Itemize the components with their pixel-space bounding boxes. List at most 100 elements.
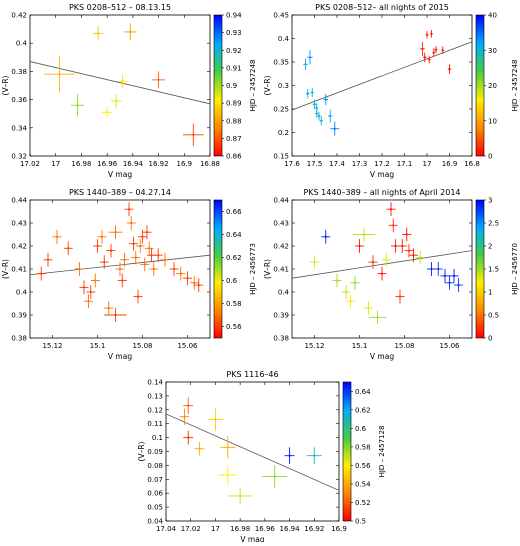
x-tick-label: 16.98 <box>71 160 91 168</box>
data-point <box>310 87 315 98</box>
chart-title: PKS 1440–389 – 04.27.14 <box>69 188 171 197</box>
data-point <box>433 262 443 276</box>
colorbar-label: HJD – 2456770 <box>511 243 519 295</box>
data-marker <box>311 91 314 94</box>
data-point <box>395 289 405 304</box>
data-point <box>377 266 387 281</box>
data-marker <box>118 267 122 271</box>
data-point <box>415 250 425 265</box>
plot-frame <box>291 14 473 157</box>
data-point <box>99 255 109 269</box>
data-marker <box>198 447 201 450</box>
data-point <box>129 236 138 251</box>
data-point <box>305 88 310 99</box>
data-marker <box>273 475 276 478</box>
x-tick-label: 15.08 <box>132 342 152 350</box>
y-tick-label: 0.39 <box>11 312 27 320</box>
data-marker <box>157 254 160 257</box>
data-marker <box>329 114 332 118</box>
data-point <box>153 248 163 263</box>
data-marker <box>333 127 336 130</box>
data-marker <box>457 284 460 287</box>
colorbar-tick-label: 0.91 <box>226 64 242 72</box>
data-marker <box>448 281 451 284</box>
data-point <box>352 227 376 242</box>
data-marker <box>197 284 200 287</box>
data-marker <box>430 32 433 35</box>
data-marker <box>353 281 357 284</box>
y-tick-label: 0.25 <box>273 106 289 114</box>
data-point <box>194 278 204 292</box>
data-marker <box>157 78 160 81</box>
data-marker <box>148 247 151 250</box>
x-tick-label: 16.98 <box>230 525 250 533</box>
y-tick-label: 0.05 <box>147 504 163 512</box>
x-tick-label: 17.3 <box>352 160 368 168</box>
data-point <box>111 93 122 109</box>
colorbar-tick-label: 0.52 <box>355 499 371 507</box>
colorbar-tick-label: 0.58 <box>226 300 242 308</box>
data-point <box>422 52 427 62</box>
y-tick-label: 0.4 <box>16 289 28 297</box>
data-marker <box>94 279 97 282</box>
data-point <box>303 58 308 70</box>
data-point <box>332 273 342 288</box>
x-tick-label: 16.96 <box>255 525 276 533</box>
colorbar-tick-label: 0.6 <box>355 425 367 433</box>
colorbar-tick-label: 3 <box>488 197 492 205</box>
x-tick-label: 17.5 <box>307 160 323 168</box>
y-tick-label: 0.08 <box>147 462 163 470</box>
data-point <box>194 441 205 456</box>
chart-title: PKS 1440–389 – all nights of April 2014 <box>303 188 460 197</box>
data-marker <box>425 33 429 36</box>
data-point <box>176 266 186 281</box>
y-tick-label: 0.06 <box>147 490 163 498</box>
y-tick-label: 0.42 <box>11 12 27 20</box>
data-point <box>321 229 331 244</box>
y-tick-label: 0.42 <box>11 243 27 251</box>
data-marker <box>186 277 189 280</box>
data-point <box>75 262 84 276</box>
data-marker <box>371 261 375 264</box>
data-marker <box>315 106 318 110</box>
data-point <box>133 289 143 304</box>
data-marker <box>172 267 176 271</box>
y-tick-label: 0.43 <box>273 220 289 228</box>
y-tick-label: 0.4 <box>278 35 290 43</box>
y-tick-label: 0.3 <box>278 82 289 90</box>
data-marker <box>367 307 370 310</box>
data-point <box>310 255 319 269</box>
x-tick-label: 15.1 <box>352 342 368 350</box>
data-point <box>115 262 125 276</box>
data-marker <box>163 258 167 261</box>
data-point <box>117 74 128 89</box>
data-point <box>183 271 192 286</box>
data-marker <box>358 244 361 248</box>
data-marker <box>121 279 124 282</box>
y-tick-label: 0.45 <box>273 12 289 20</box>
data-point <box>386 202 396 217</box>
data-marker <box>96 244 99 248</box>
y-tick-label: 0.14 <box>147 379 163 387</box>
data-point <box>183 123 204 147</box>
y-axis-label: (V–R) <box>263 259 272 279</box>
data-marker <box>82 286 86 289</box>
data-marker <box>226 446 229 449</box>
fit-line <box>292 250 472 279</box>
colorbar-tick-label: 0.89 <box>226 100 242 108</box>
colorbar-tick-label: 1 <box>488 289 492 297</box>
data-point <box>183 397 194 414</box>
colorbar-tick-label: 0.5 <box>355 518 366 526</box>
data-marker <box>97 32 100 35</box>
data-point <box>454 278 463 292</box>
x-tick-label: 15.12 <box>304 342 324 350</box>
data-marker <box>103 261 106 264</box>
data-point <box>447 64 452 74</box>
data-marker <box>192 133 195 136</box>
data-marker <box>308 56 312 59</box>
x-axis-label: V mag <box>370 170 394 179</box>
colorbar <box>213 14 223 157</box>
chart-title: PKS 0208–512– all nights of 2015 <box>315 3 449 12</box>
y-tick-label: 0.07 <box>147 476 163 484</box>
data-point <box>63 241 73 256</box>
